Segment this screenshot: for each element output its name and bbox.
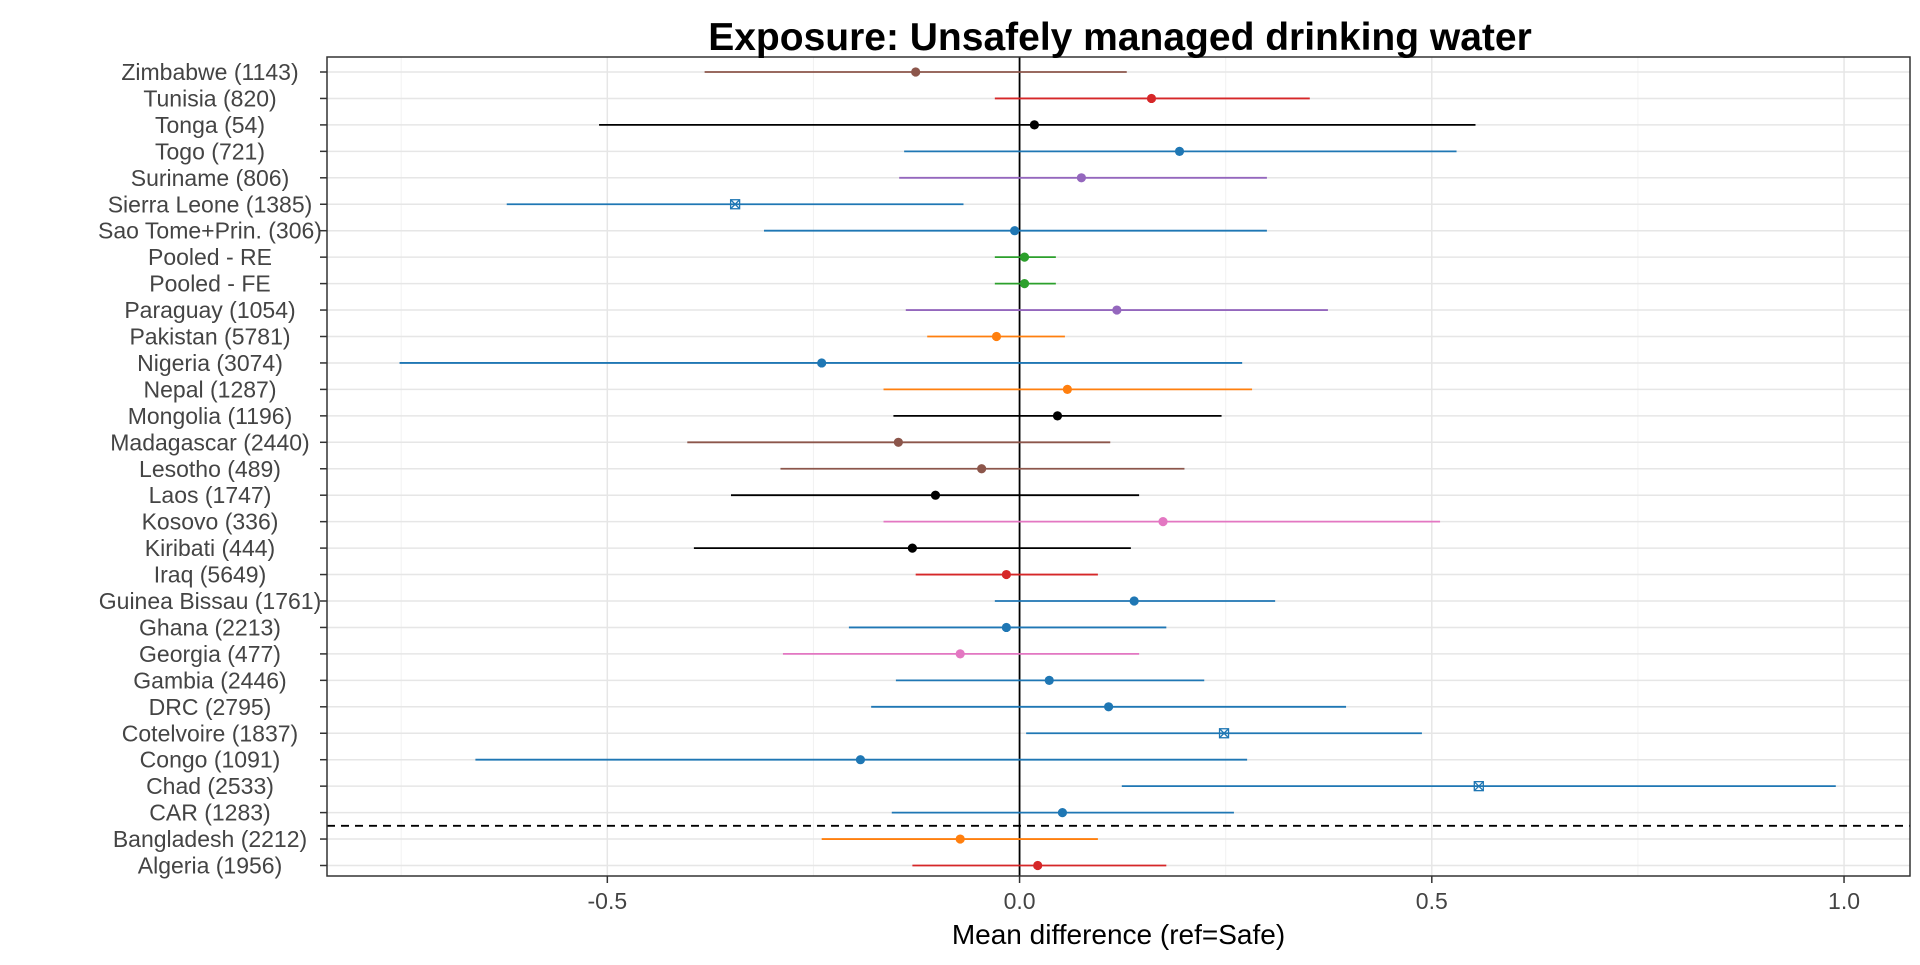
y-tick-label: Pooled - FE — [149, 271, 270, 297]
estimate-point — [817, 358, 827, 368]
y-tick-label: Chad (2533) — [146, 773, 274, 799]
y-tick-label: Nigeria (3074) — [137, 350, 283, 376]
y-tick-label: Lesotho (489) — [139, 456, 281, 482]
y-tick-label: Suriname (806) — [131, 165, 290, 191]
y-tick-label: Pooled - RE — [148, 244, 272, 270]
estimate-point — [1019, 252, 1030, 262]
y-tick-label: Togo (721) — [155, 138, 265, 164]
y-tick-label: Kosovo (336) — [142, 509, 279, 535]
estimate-cross-box — [1218, 728, 1230, 739]
estimate-cross-box — [729, 199, 741, 210]
estimate-point — [1076, 173, 1086, 183]
estimate-point — [1146, 93, 1157, 104]
estimate-point — [1062, 384, 1072, 394]
estimate-point — [1057, 808, 1068, 818]
estimate-point — [893, 437, 903, 447]
estimate-point — [930, 490, 941, 500]
estimate-point — [1010, 226, 1020, 236]
y-tick-label: Sao Tome+Prin. (306) — [98, 218, 322, 244]
x-tick-label: 0.0 — [1004, 888, 1036, 914]
y-tick-label: Ghana (2213) — [139, 614, 281, 640]
estimate-point — [1033, 860, 1043, 871]
estimate-point — [991, 331, 1002, 342]
y-tick-label: Madagascar (2440) — [110, 429, 309, 455]
estimate-point — [955, 834, 965, 844]
estimate-point — [911, 67, 921, 77]
estimate-cross-b — [730, 199, 741, 210]
x-tick-label: 0.5 — [1416, 888, 1448, 914]
estimate-cross-box — [1473, 781, 1484, 792]
estimate-cross-b — [1473, 781, 1484, 792]
estimate-point — [1104, 702, 1114, 712]
estimate-point — [1158, 517, 1168, 527]
plot-border — [326, 56, 1911, 877]
estimate-point — [977, 464, 987, 474]
y-tick-label: Laos (1747) — [149, 482, 272, 508]
estimate-point — [855, 755, 866, 765]
y-tick-label: Iraq (5649) — [154, 562, 267, 588]
estimate-point — [1029, 120, 1040, 130]
chart-title: Exposure: Unsafely managed drinking wate… — [708, 16, 1532, 59]
y-tick-label: Algeria (1956) — [138, 853, 282, 879]
estimate-point — [1052, 411, 1063, 421]
estimate-point — [1019, 279, 1030, 289]
estimate-point — [955, 649, 965, 659]
y-tick-label: Guinea Bissau (1761) — [99, 588, 321, 614]
estimate-point — [1044, 675, 1054, 685]
marks-layer — [327, 57, 1910, 876]
estimate-point — [1001, 622, 1011, 633]
estimate-point — [907, 543, 917, 553]
y-tick-label: Nepal (1287) — [144, 376, 277, 402]
y-tick-label: Pakistan (5781) — [129, 324, 290, 350]
estimate-point — [1001, 569, 1011, 580]
y-tick-label: Paraguay (1054) — [124, 297, 295, 323]
y-tick-label: Kiribati (444) — [145, 535, 275, 561]
estimate-point — [1112, 305, 1122, 315]
y-tick-label: Zimbabwe (1143) — [121, 59, 298, 85]
estimate-point — [1129, 596, 1139, 606]
y-tick-label: CAR (1283) — [149, 800, 270, 826]
estimate-point — [1174, 146, 1185, 156]
y-tick-label: Georgia (477) — [139, 641, 281, 667]
x-tick-label: 1.0 — [1828, 888, 1860, 914]
y-tick-label: Mongolia (1196) — [128, 403, 293, 429]
y-tick-label: Gambia (2446) — [133, 667, 286, 693]
y-tick-label: Sierra Leone (1385) — [108, 191, 313, 217]
y-tick-label: Bangladesh (2212) — [113, 826, 307, 852]
y-tick-label: Congo (1091) — [140, 747, 281, 773]
y-tick-label: DRC (2795) — [149, 694, 272, 720]
x-tick-label: -0.5 — [588, 888, 628, 914]
x-axis-title: Mean difference (ref=Safe) — [952, 919, 1285, 950]
estimate-cross-b — [1219, 728, 1229, 739]
y-tick-label: Tunisia (820) — [143, 85, 276, 111]
y-tick-label: Tonga (54) — [155, 112, 265, 138]
y-tick-label: Cotelvoire (1837) — [122, 720, 298, 746]
